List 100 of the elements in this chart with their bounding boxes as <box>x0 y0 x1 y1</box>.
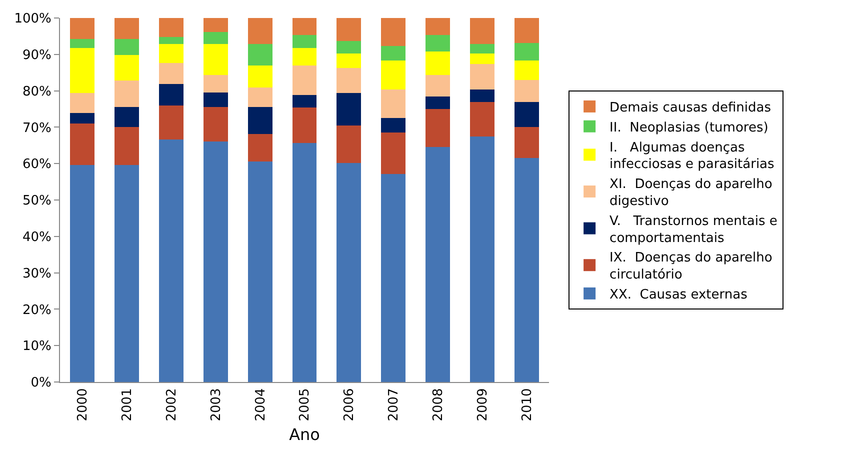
legend-label: IX. Doenças do aparelho circulatório <box>610 250 772 283</box>
bar <box>470 102 495 136</box>
bar <box>426 51 450 76</box>
bar <box>114 18 139 40</box>
legend-label: XI. Doenças do aparelho digestivo <box>610 177 772 210</box>
bar <box>336 163 362 382</box>
bar <box>203 107 228 142</box>
legend-label: V. Transtornos mentais e comportamentais <box>610 214 778 246</box>
y-tick-label: 10% <box>22 339 52 354</box>
y-tick-label: 0% <box>30 376 52 391</box>
bar <box>292 94 317 108</box>
x-tick-label: 2005 <box>298 388 313 422</box>
bar <box>248 88 272 108</box>
bar <box>248 66 272 88</box>
bar <box>426 146 450 382</box>
bar <box>70 124 94 166</box>
bar <box>158 44 184 63</box>
bar <box>292 108 317 144</box>
bar <box>381 89 406 118</box>
bar <box>158 106 184 140</box>
bar <box>514 60 539 80</box>
bar <box>114 54 139 81</box>
x-tick-label: 2010 <box>520 388 535 422</box>
x-tick-label: 2007 <box>386 388 402 422</box>
y-tick-label: 90% <box>22 48 52 63</box>
x-tick-label: 2002 <box>164 388 180 422</box>
bar <box>248 161 272 382</box>
bar <box>381 132 406 174</box>
bar <box>470 64 495 90</box>
y-tick-label: 40% <box>22 230 52 245</box>
bar <box>114 127 139 166</box>
y-tick-label: 70% <box>22 120 52 136</box>
bar <box>203 141 228 382</box>
bar <box>292 18 317 36</box>
bar <box>248 107 272 134</box>
bar <box>248 44 272 66</box>
bar <box>292 35 317 48</box>
bar <box>426 75 450 96</box>
bar <box>248 134 272 162</box>
bar <box>292 143 317 382</box>
bar <box>514 18 539 43</box>
x-tick-label: 2009 <box>476 388 491 422</box>
bar <box>114 39 139 55</box>
x-tick-label: 2006 <box>342 388 358 422</box>
bar <box>470 89 495 102</box>
y-tick-label: 20% <box>22 302 52 318</box>
bar <box>381 46 406 61</box>
y-tick-label: 60% <box>22 157 52 172</box>
y-tick-label: 80% <box>22 84 52 100</box>
bar <box>158 18 184 37</box>
bar <box>292 48 317 66</box>
bar <box>70 113 94 124</box>
legend-label: XX. Causas externas <box>610 288 748 303</box>
bar <box>70 18 94 40</box>
legend-label: Demais causas definidas <box>610 100 772 116</box>
bar <box>426 35 450 52</box>
bar <box>514 80 539 102</box>
y-tick-label: 100% <box>14 12 52 27</box>
x-tick-label: 2004 <box>253 388 268 422</box>
bar <box>114 80 139 108</box>
bar <box>470 54 495 64</box>
bar <box>203 92 228 108</box>
bar <box>426 109 450 147</box>
bar <box>203 44 228 76</box>
bar <box>203 32 228 44</box>
bar <box>292 66 317 95</box>
bar <box>336 92 362 126</box>
bar <box>381 118 406 133</box>
bar <box>336 68 362 93</box>
x-tick-label: 2008 <box>431 388 446 422</box>
bar <box>114 165 139 382</box>
legend-label: I. Algumas doenças infecciosas e parasitárias <box>610 140 775 172</box>
bar <box>514 127 539 158</box>
x-tick-label: 2001 <box>120 388 135 422</box>
bar <box>381 18 406 46</box>
bar <box>381 174 406 382</box>
bar <box>426 96 450 109</box>
bar <box>336 125 362 164</box>
bar <box>158 84 184 106</box>
bar <box>514 158 539 382</box>
bar <box>70 165 94 382</box>
bar <box>470 18 495 44</box>
bar <box>203 75 228 93</box>
bar <box>70 48 94 93</box>
bar <box>158 36 184 44</box>
legend-label: II. Neoplasias (tumores) <box>610 120 768 136</box>
bar <box>70 39 94 48</box>
bar <box>336 18 362 41</box>
bar <box>336 54 362 68</box>
x-tick-label: 2003 <box>208 388 224 422</box>
y-tick-label: 50% <box>22 194 52 209</box>
bar <box>70 92 94 113</box>
bar <box>514 102 539 128</box>
x-tick-label: 2000 <box>75 388 90 422</box>
x-axis-title: Ano <box>289 424 320 444</box>
y-tick-label: 30% <box>22 266 52 282</box>
bar <box>248 18 272 44</box>
bar <box>203 18 228 32</box>
bar <box>114 107 139 128</box>
bar <box>514 42 539 61</box>
